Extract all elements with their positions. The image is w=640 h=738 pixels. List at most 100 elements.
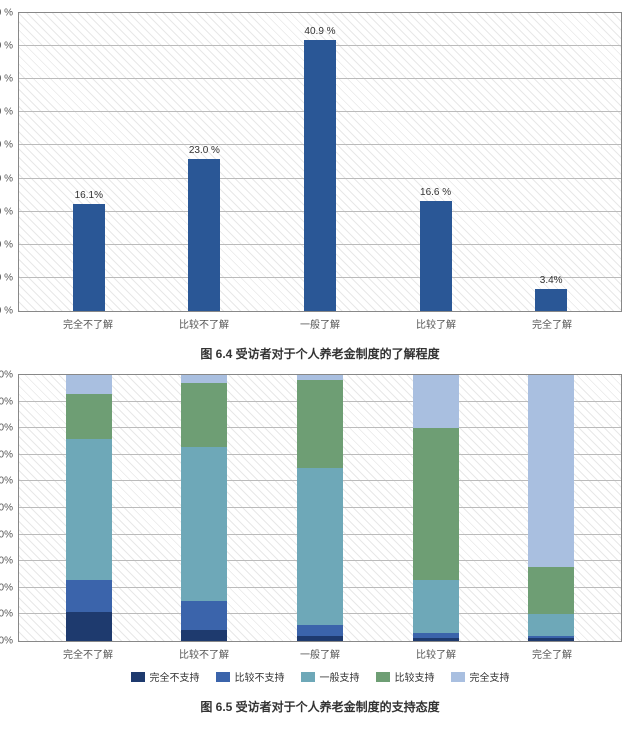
stack-segment	[66, 580, 112, 612]
x-category-label: 一般了解	[262, 646, 378, 661]
stack-segment	[181, 630, 227, 641]
y-tick-label: 0.0 %	[0, 306, 19, 317]
y-tick-label: 0.0%	[0, 636, 19, 647]
y-tick-label: 25.0 %	[0, 140, 19, 151]
bar-value-label: 16.1%	[75, 190, 103, 201]
stack-segment	[181, 383, 227, 447]
legend-swatch	[376, 672, 390, 682]
legend-swatch	[131, 672, 145, 682]
bar: 3.4%	[535, 289, 567, 312]
legend-item: 比较支持	[376, 669, 435, 684]
chart-64-plot: 0.0 %5.0 %10.0 %15.0 %20.0 %25.0 %30.0 %…	[18, 12, 622, 312]
y-tick-label: 50.0%	[0, 503, 19, 514]
stack-segment	[297, 380, 343, 468]
bar: 40.9 %	[304, 40, 336, 311]
chart-64: 0.0 %5.0 %10.0 %15.0 %20.0 %25.0 %30.0 %…	[18, 12, 622, 362]
y-tick-label: 45.0 %	[0, 8, 19, 19]
stack-segment	[528, 567, 574, 615]
x-category-label: 比较了解	[378, 646, 494, 661]
stack	[181, 375, 227, 641]
x-category-label: 完全不了解	[30, 646, 146, 661]
y-tick-label: 35.0 %	[0, 74, 19, 85]
chart-65-xlabels: 完全不了解比较不了解一般了解比较了解完全了解	[18, 642, 622, 661]
chart-64-caption: 图 6.4 受访者对于个人养老金制度的了解程度	[18, 345, 622, 362]
chart-65-caption: 图 6.5 受访者对于个人养老金制度的支持态度	[18, 698, 622, 715]
stack-segment	[181, 447, 227, 601]
bar-slot: 16.1%	[31, 13, 147, 311]
bar: 16.1%	[73, 204, 105, 311]
legend-swatch	[216, 672, 230, 682]
legend-item: 完全支持	[451, 669, 510, 684]
legend-swatch	[301, 672, 315, 682]
bar-slot: 40.9 %	[262, 13, 378, 311]
y-tick-label: 40.0 %	[0, 41, 19, 52]
bar-slot: 3.4%	[493, 13, 609, 311]
stack	[66, 375, 112, 641]
legend-label: 一般支持	[320, 669, 360, 684]
chart-64-xlabels: 完全不了解比较不了解一般了解比较了解完全了解	[18, 312, 622, 331]
stack-segment	[181, 375, 227, 383]
y-tick-label: 70.0%	[0, 449, 19, 460]
legend-label: 完全不支持	[150, 669, 200, 684]
legend-label: 比较不支持	[235, 669, 285, 684]
bar-value-label: 23.0 %	[189, 145, 220, 156]
stack-segment	[413, 638, 459, 641]
stack-segment	[181, 601, 227, 630]
y-tick-label: 100.0%	[0, 370, 19, 381]
legend-item: 完全不支持	[131, 669, 200, 684]
legend-label: 比较支持	[395, 669, 435, 684]
stack-segment	[297, 636, 343, 641]
y-tick-label: 10.0 %	[0, 239, 19, 250]
stack	[413, 375, 459, 641]
y-tick-label: 60.0%	[0, 476, 19, 487]
stacks-container	[19, 375, 621, 641]
stack-segment	[66, 375, 112, 394]
bar-value-label: 3.4%	[540, 275, 563, 286]
y-tick-label: 40.0%	[0, 529, 19, 540]
stack-segment	[66, 394, 112, 439]
stack-slot	[31, 375, 147, 641]
bar-value-label: 40.9 %	[304, 26, 335, 37]
y-tick-label: 20.0%	[0, 582, 19, 593]
bar-slot: 23.0 %	[147, 13, 263, 311]
bar-slot: 16.6 %	[378, 13, 494, 311]
y-tick-label: 80.0%	[0, 423, 19, 434]
x-category-label: 完全了解	[494, 316, 610, 331]
bar: 23.0 %	[188, 159, 220, 311]
x-category-label: 完全不了解	[30, 316, 146, 331]
stack-slot	[493, 375, 609, 641]
stack	[297, 375, 343, 641]
legend-item: 一般支持	[301, 669, 360, 684]
legend-item: 比较不支持	[216, 669, 285, 684]
stack-segment	[413, 375, 459, 428]
stack-segment	[528, 375, 574, 567]
stack-segment	[66, 439, 112, 580]
y-tick-label: 20.0 %	[0, 173, 19, 184]
bars-container: 16.1% 23.0 % 40.9 % 16.6 % 3.4%	[19, 13, 621, 311]
legend-swatch	[451, 672, 465, 682]
chart-65: 0.0%10.0%20.0%30.0%40.0%50.0%60.0%70.0%8…	[18, 374, 622, 715]
stack-slot	[378, 375, 494, 641]
stack-slot	[262, 375, 378, 641]
stack-slot	[147, 375, 263, 641]
y-tick-label: 10.0%	[0, 609, 19, 620]
chart-65-legend: 完全不支持 比较不支持 一般支持 比较支持 完全支持	[48, 669, 592, 684]
stack-segment	[66, 612, 112, 641]
y-tick-label: 15.0 %	[0, 206, 19, 217]
x-category-label: 比较了解	[378, 316, 494, 331]
stack-segment	[413, 428, 459, 580]
stack-segment	[297, 625, 343, 636]
x-category-label: 比较不了解	[146, 646, 262, 661]
y-tick-label: 30.0 %	[0, 107, 19, 118]
stack-segment	[528, 638, 574, 641]
stack-segment	[528, 614, 574, 635]
y-tick-label: 5.0 %	[0, 272, 19, 283]
stack	[528, 375, 574, 641]
legend-label: 完全支持	[470, 669, 510, 684]
y-tick-label: 90.0%	[0, 396, 19, 407]
bar-value-label: 16.6 %	[420, 187, 451, 198]
x-category-label: 比较不了解	[146, 316, 262, 331]
stack-segment	[297, 468, 343, 625]
x-category-label: 完全了解	[494, 646, 610, 661]
bar: 16.6 %	[420, 201, 452, 311]
